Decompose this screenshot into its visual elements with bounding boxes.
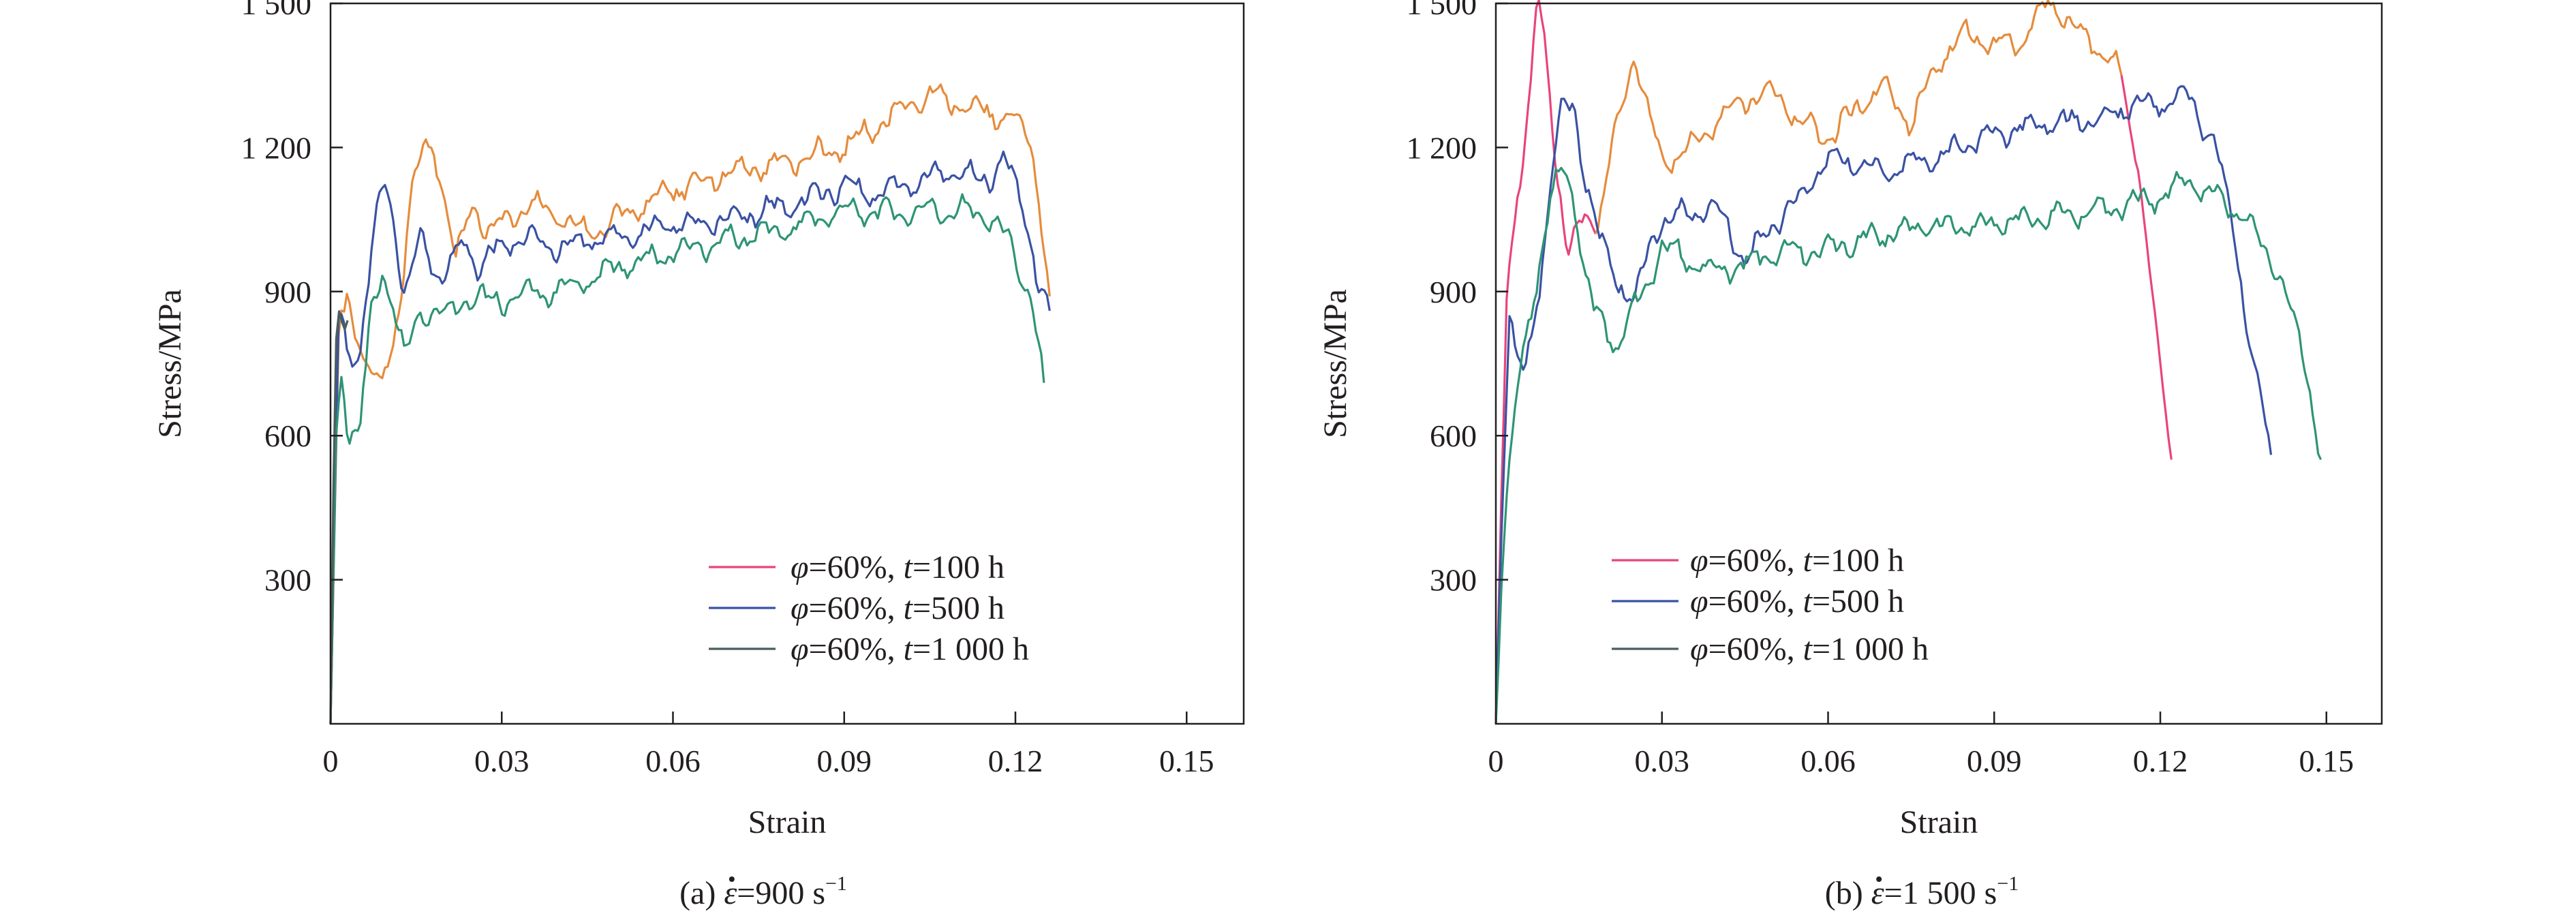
x-tick-label: 0.06 [1800,744,1856,778]
legend-entry: φ=60%, t=500 h [1690,583,1904,620]
series-line-1 [329,150,1051,724]
panel-a: 0 0.03 0.06 0.09 0.12 0.15 300 600 900 1 200 1 500… [152,0,1245,911]
series-line-1 [1594,0,2123,234]
y-axis-label: Stress/MPa [152,289,188,438]
series-line-0 [329,83,1051,724]
panel-b: 0 0.03 0.06 0.09 0.12 0.15 300 600 900 1 200 1 500… [1317,0,2383,911]
epsilon-dot-mark [1876,876,1882,882]
plot-frame [329,2,1245,725]
y-tick-label: 1 500 [1407,0,1477,21]
x-axis-label: Strain [1900,804,1978,840]
x-tick-label: 0.15 [2299,744,2355,778]
series-lines [1494,0,2322,724]
legend: φ=60%, t=100 h φ=60%, t=500 h φ=60%, t=1 0… [709,549,1029,667]
x-tick-label: 0.03 [474,744,530,778]
x-tick-label: 0 [1488,744,1504,778]
y-tick-label: 900 [1430,275,1477,309]
y-tick-label: 300 [1430,563,1477,598]
plot-frame [1494,2,2383,725]
y-tick-label: 600 [1430,418,1477,453]
series-line-3 [1494,85,2273,724]
legend: φ=60%, t=100 h φ=60%, t=500 h φ=60%, t=1 0… [1612,543,1929,667]
y-tick-label: 1 200 [1407,130,1477,165]
epsilon-dot-mark [729,876,735,882]
x-tick-label: 0.06 [645,744,701,778]
series-line-2 [2120,75,2173,460]
y-axis-label: Stress/MPa [1317,289,1353,438]
x-tick-label: 0.09 [1967,744,2022,778]
x-axis-label: Strain [748,804,827,840]
legend-entry: φ=60%, t=500 h [791,590,1005,626]
y-tick-label: 1 200 [241,130,312,165]
y-tick-label: 1 500 [241,0,312,21]
series-line-0 [1494,0,1597,724]
x-tick-label: 0.03 [1635,744,1690,778]
legend-entry: φ=60%, t=1 000 h [1690,631,1929,667]
x-tick-label: 0.12 [2133,744,2188,778]
y-tick-label: 600 [264,418,311,453]
legend-entry: φ=60%, t=100 h [791,549,1005,585]
x-tick-label: 0 [323,744,339,778]
legend-entry: φ=60%, t=100 h [1690,543,1904,579]
legend-entry: φ=60%, t=1 000 h [791,631,1029,667]
x-tick-label: 0.09 [817,744,872,778]
x-tick-label: 0.12 [988,744,1043,778]
series-line-4 [1494,166,2322,724]
y-tick-label: 900 [264,275,311,309]
series-line-3 [329,310,349,724]
series-lines [329,83,1051,724]
x-tick-label: 0.15 [1159,744,1214,778]
panel-caption: (b) ε=1 500 s−1 [1825,872,2019,911]
y-tick-label: 300 [264,563,311,598]
series-line-2 [329,193,1045,724]
panel-caption: (a) ε=900 s−1 [679,872,847,911]
